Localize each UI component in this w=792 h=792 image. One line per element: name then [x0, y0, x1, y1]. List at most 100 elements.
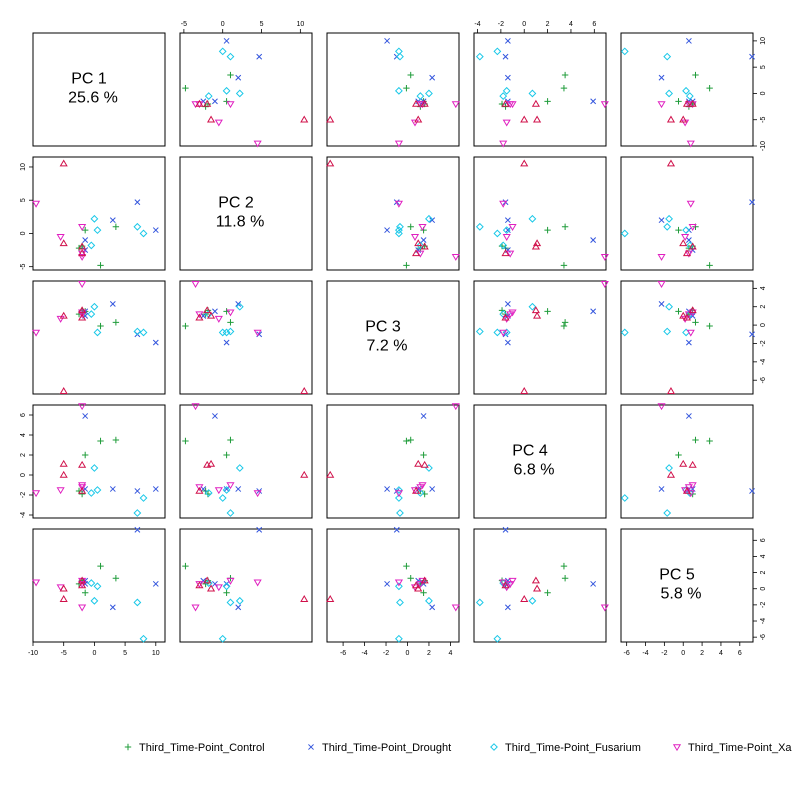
top-axis-tick-label: -5 — [181, 21, 187, 28]
data-point-series4 — [253, 329, 262, 337]
left-axis-tick-label: 2 — [20, 453, 27, 457]
diagonal-variable-name: PC 5 — [659, 567, 695, 584]
data-point-series1 — [403, 262, 410, 269]
data-point-series4 — [451, 604, 460, 612]
data-point-series3 — [499, 92, 508, 100]
data-point-series4 — [681, 119, 690, 127]
data-point-series2 — [384, 227, 391, 234]
data-point-series2 — [429, 486, 436, 492]
data-point-series3 — [394, 486, 403, 494]
data-point-series4 — [684, 250, 693, 258]
data-point-series4 — [195, 484, 204, 492]
right-axis-tick-label: -4 — [760, 359, 767, 365]
data-point-series2 — [749, 488, 755, 494]
data-point-series4 — [657, 281, 666, 288]
data-point-series3 — [475, 598, 484, 607]
data-point-series2 — [134, 199, 141, 206]
data-point-series3 — [394, 226, 403, 235]
data-point-series3 — [425, 214, 433, 223]
data-point-series5 — [78, 249, 87, 257]
data-point-series1 — [561, 575, 569, 582]
data-point-series5 — [520, 159, 529, 167]
panel-frame — [620, 404, 754, 519]
data-point-series5 — [203, 99, 212, 107]
axes-ticks: -10 -5 0 5 10 -10 -5 0 5 10 -5 0 5 10 -5 0 5 10 -6 -4 -2 0 2 4 -… — [20, 21, 767, 657]
data-point-series3 — [90, 302, 99, 311]
data-point-series5 — [78, 306, 87, 314]
data-point-series5 — [206, 584, 216, 592]
data-point-series2 — [109, 217, 116, 224]
data-point-series2 — [152, 339, 159, 346]
data-point-series4 — [506, 581, 515, 589]
data-point-series1 — [97, 262, 104, 269]
data-point-series4 — [600, 604, 609, 612]
data-point-series4 — [508, 309, 517, 317]
data-point-series4 — [191, 604, 200, 612]
data-point-series1 — [204, 490, 212, 498]
panel-row3-col3: PC 3 7.2 % — [326, 280, 460, 395]
data-point-series4 — [214, 315, 223, 323]
data-point-series1 — [407, 436, 414, 444]
data-point-series4 — [78, 482, 87, 490]
data-point-series4 — [451, 403, 460, 411]
bottom-axis-tick-label: -6 — [340, 650, 346, 657]
data-point-series2 — [109, 486, 116, 492]
data-point-series3 — [133, 598, 142, 607]
legend-item-4: Third_Time-Point_Xanthomonas — [672, 742, 792, 754]
data-point-series5 — [679, 239, 688, 247]
data-point-series2 — [658, 74, 665, 81]
panel-frame — [32, 404, 166, 519]
data-point-series1 — [544, 589, 551, 596]
data-point-series2 — [134, 488, 141, 494]
data-point-series3 — [475, 52, 484, 61]
top-axis-tick-label: 6 — [592, 21, 596, 28]
data-point-series2 — [590, 580, 597, 587]
top-axis-tick-label: 2 — [546, 21, 550, 28]
left-axis-tick-label: -4 — [20, 512, 27, 518]
data-point-series5 — [78, 581, 87, 589]
data-point-series3 — [235, 464, 244, 472]
right-axis-tick-label: 4 — [760, 554, 767, 558]
data-point-series2 — [212, 308, 218, 315]
data-point-series3 — [502, 328, 511, 337]
data-point-series5 — [300, 470, 309, 478]
data-point-series5 — [688, 460, 697, 468]
left-axis-tick-label: 6 — [20, 413, 27, 417]
data-point-series5 — [414, 239, 423, 247]
data-point-series3 — [222, 86, 231, 95]
panel-frame — [32, 32, 166, 147]
data-point-series1 — [403, 437, 410, 445]
data-point-series2 — [504, 604, 511, 611]
data-point-series1 — [692, 319, 699, 326]
data-point-series4 — [410, 234, 420, 241]
data-point-series2 — [685, 339, 692, 346]
data-point-series4 — [191, 403, 200, 411]
bottom-axis-tick-label: 2 — [427, 650, 431, 657]
data-point-series4 — [657, 403, 666, 411]
data-point-series3 — [620, 47, 629, 56]
top-axis-tick-label: -2 — [498, 21, 504, 28]
data-point-series1 — [403, 562, 410, 570]
data-point-series4 — [394, 579, 403, 587]
data-point-series3 — [218, 634, 227, 643]
data-point-series5 — [411, 581, 421, 589]
data-point-series2 — [152, 580, 159, 587]
legend-item-2: Third_Time-Point_Drought — [308, 742, 451, 754]
panel-row2-col2: PC 2 11.8 % — [179, 156, 313, 271]
data-point-series1 — [182, 562, 189, 570]
data-point-series3 — [93, 226, 102, 235]
diagonal-variance-percent: 6.8 % — [514, 462, 555, 479]
data-point-series1 — [112, 223, 120, 230]
data-point-series4 — [226, 577, 235, 585]
data-point-series4 — [78, 224, 87, 231]
right-axis-tick-label: -6 — [760, 634, 767, 640]
data-point-series3 — [235, 596, 244, 605]
data-point-series4 — [600, 281, 609, 288]
data-point-series1 — [560, 562, 568, 570]
bottom-axis-tick-label: 0 — [681, 650, 685, 657]
data-point-series3 — [226, 509, 235, 517]
panel-row4-col2 — [179, 403, 313, 519]
panel-frame — [620, 156, 754, 271]
data-point-series3 — [93, 486, 102, 494]
data-point-series3 — [90, 596, 99, 605]
